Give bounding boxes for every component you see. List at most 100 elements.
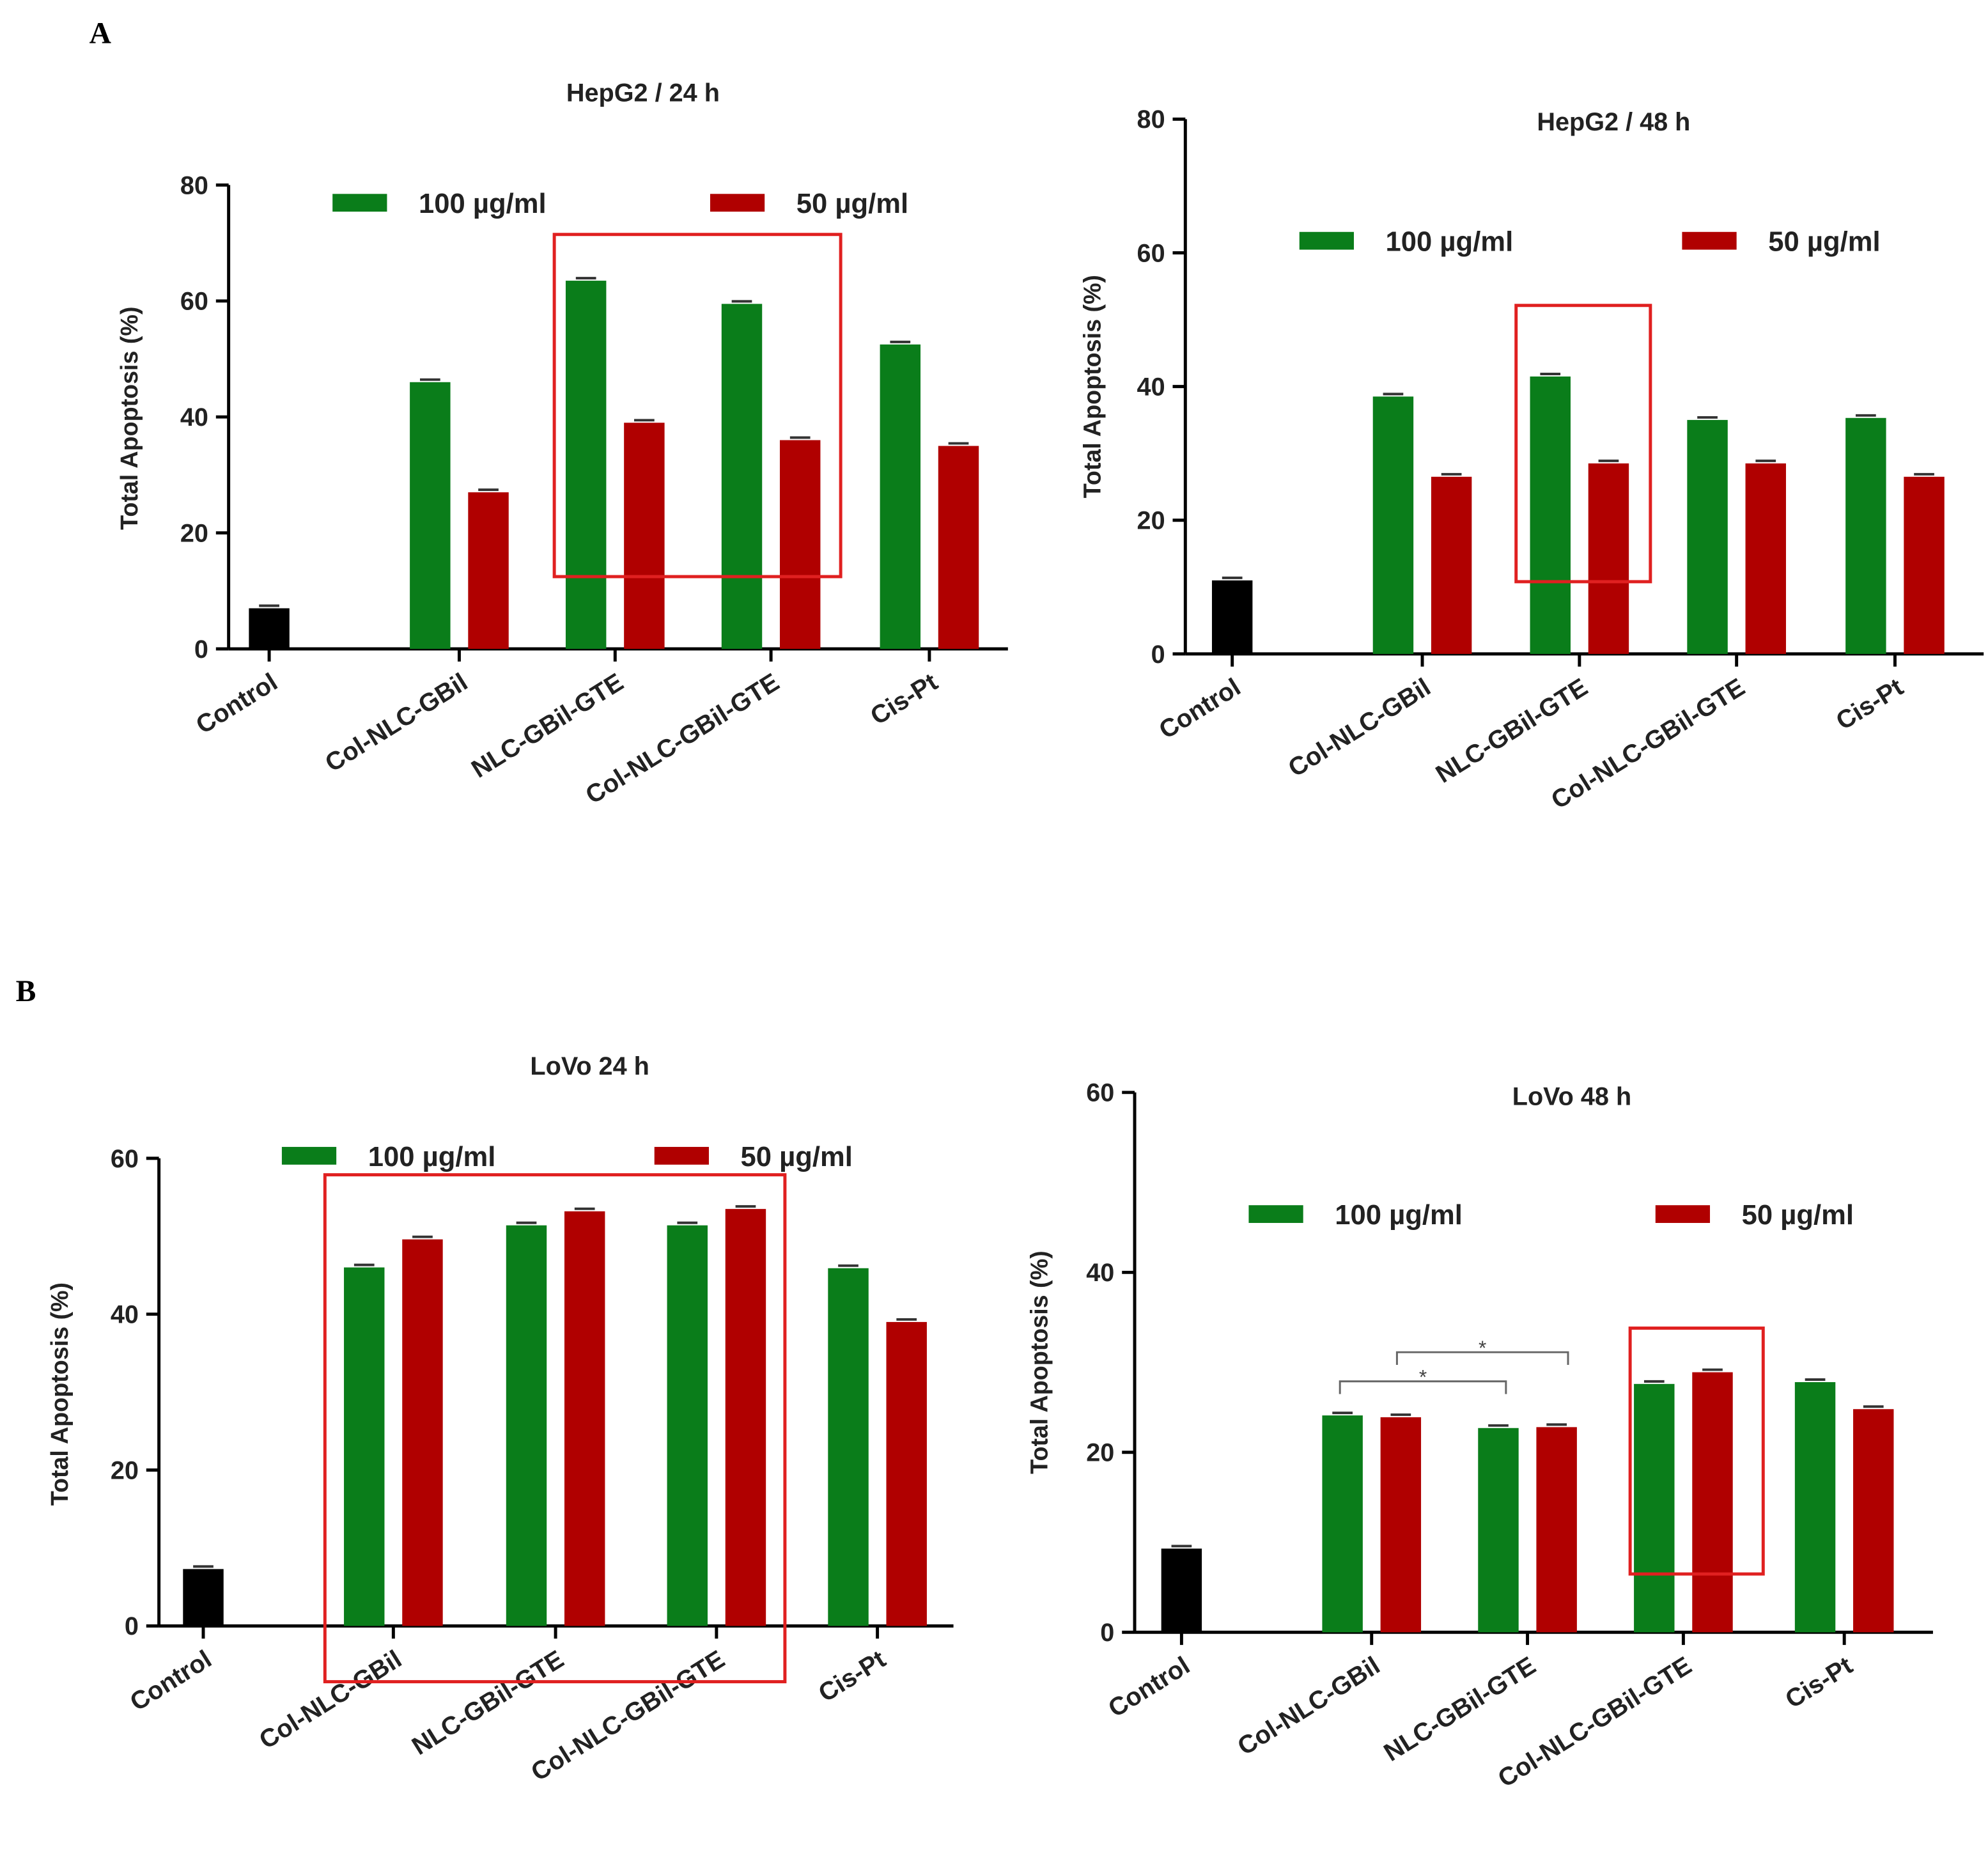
bar-100 [1478, 1428, 1519, 1633]
bar-50 [1853, 1409, 1894, 1633]
highlight-box [1514, 304, 1652, 584]
bar-50 [725, 1209, 766, 1626]
x-tick-label: Col-NLC-GBil [320, 668, 472, 777]
legend-swatch [1299, 231, 1354, 250]
bar-100 [1322, 1415, 1363, 1633]
bar-50 [1904, 476, 1945, 654]
highlight-box [1628, 1327, 1765, 1576]
x-tick-label: NLC-GBil-GTE [1431, 673, 1593, 789]
chart-1: HepG2 / 24 h Total Apoptosis (%) 0 20 40 60 80… [116, 79, 1008, 809]
chart-title: HepG2 / 24 h [566, 79, 720, 107]
highlight-box [552, 233, 843, 579]
y-axis-label: Total Apoptosis (%) [46, 1282, 73, 1506]
bar-50 [468, 492, 509, 649]
x-tick-label: NLC-GBil-GTE [1379, 1651, 1541, 1767]
chart-4: LoVo 48 h Total Apoptosis (%) 0 20 40 60 Contr… [1025, 1079, 1933, 1793]
legend-label: 50 µg/ml [796, 189, 908, 219]
significance-bracket [1395, 1351, 1569, 1366]
legend-label: 50 µg/ml [1768, 227, 1880, 258]
bar-100 [565, 281, 607, 649]
legend-swatch [1655, 1205, 1711, 1223]
legend-swatch [281, 1147, 337, 1165]
y-tick-label: 60 [1086, 1079, 1114, 1107]
bar-50 [1536, 1427, 1577, 1633]
legend-label: 100 µg/ml [368, 1142, 496, 1172]
legend-swatch [1248, 1205, 1303, 1223]
bar-50 [1588, 463, 1629, 654]
x-tick-label: Col-NLC-GBil [1232, 1651, 1385, 1761]
bar-50 [1745, 463, 1786, 654]
x-tick-label: Cis-Pt [1831, 673, 1908, 736]
bar-50 [624, 423, 665, 649]
y-tick-label: 20 [1086, 1439, 1114, 1467]
bar-control [1161, 1548, 1202, 1633]
bar-100 [667, 1225, 708, 1626]
legend-swatch [332, 194, 387, 212]
bar-50 [886, 1321, 927, 1626]
y-tick-label: 20 [180, 519, 208, 547]
bar-50 [779, 440, 821, 649]
legend-swatch [1682, 231, 1737, 250]
y-axis-label: Total Apoptosis (%) [116, 307, 143, 530]
x-tick-label: Control [1154, 673, 1246, 745]
x-tick-label: Cis-Pt [866, 668, 942, 731]
bar-100 [410, 382, 451, 649]
y-tick-label: 40 [1137, 373, 1165, 401]
chart-title: HepG2 / 48 h [1537, 108, 1690, 136]
panel-label-a: A [89, 17, 111, 50]
bar-100 [828, 1268, 869, 1626]
y-axis-label: Total Apoptosis (%) [1079, 275, 1106, 498]
y-tick-label: 40 [1086, 1259, 1114, 1287]
bar-100 [721, 304, 763, 649]
legend-label: 100 µg/ml [1335, 1200, 1463, 1231]
significance-bracket [1339, 1380, 1507, 1394]
y-tick-label: 0 [1151, 641, 1165, 669]
bar-100 [1372, 396, 1414, 654]
bar-50 [938, 446, 979, 649]
bar-50 [1380, 1417, 1422, 1633]
y-tick-label: 80 [1137, 105, 1165, 134]
bar-100 [344, 1267, 385, 1626]
chart-3: LoVo 24 h Total Apoptosis (%) 0 20 40 60 Contr… [46, 1052, 954, 1787]
y-tick-label: 20 [111, 1456, 139, 1484]
y-tick-label: 80 [180, 171, 208, 199]
bar-50 [1431, 476, 1472, 654]
y-tick-label: 40 [180, 403, 208, 432]
bar-100 [1530, 376, 1571, 654]
x-tick-label: NLC-GBil-GTE [467, 668, 628, 784]
bar-control [1211, 580, 1253, 654]
bar-50 [1692, 1372, 1733, 1633]
legend-label: 100 µg/ml [1386, 227, 1514, 258]
bar-50 [564, 1211, 605, 1626]
legend-swatch [710, 194, 765, 212]
y-tick-label: 60 [180, 288, 208, 316]
bar-100 [880, 344, 921, 649]
panel-label-b: B [16, 975, 36, 1008]
bar-100 [1687, 419, 1728, 654]
x-tick-label: Control [191, 668, 283, 740]
x-tick-label: Cis-Pt [1780, 1651, 1857, 1714]
significance-star: * [1479, 1336, 1486, 1359]
chart-title: LoVo 24 h [530, 1052, 649, 1080]
legend-label: 50 µg/ml [741, 1142, 853, 1172]
bar-100 [1845, 417, 1886, 654]
y-axis-label: Total Apoptosis (%) [1025, 1250, 1052, 1474]
y-tick-label: 0 [125, 1612, 139, 1640]
chart-2: HepG2 / 48 h Total Apoptosis (%) 0 20 40 60 80… [1079, 105, 1984, 814]
legend-label: 50 µg/ml [1742, 1200, 1854, 1231]
y-tick-label: 0 [1100, 1619, 1114, 1647]
x-tick-label: Cis-Pt [814, 1645, 890, 1708]
chart-title: LoVo 48 h [1512, 1083, 1631, 1111]
bar-control [249, 608, 290, 649]
bar-100 [1794, 1382, 1836, 1633]
legend-swatch [654, 1147, 709, 1165]
bar-100 [506, 1225, 547, 1626]
legend-label: 100 µg/ml [419, 189, 547, 219]
x-tick-label: NLC-GBil-GTE [407, 1645, 569, 1761]
y-tick-label: 60 [1137, 239, 1165, 267]
y-tick-label: 20 [1137, 507, 1165, 535]
bar-100 [1634, 1383, 1675, 1633]
bar-50 [402, 1239, 443, 1626]
y-tick-label: 40 [111, 1301, 139, 1329]
